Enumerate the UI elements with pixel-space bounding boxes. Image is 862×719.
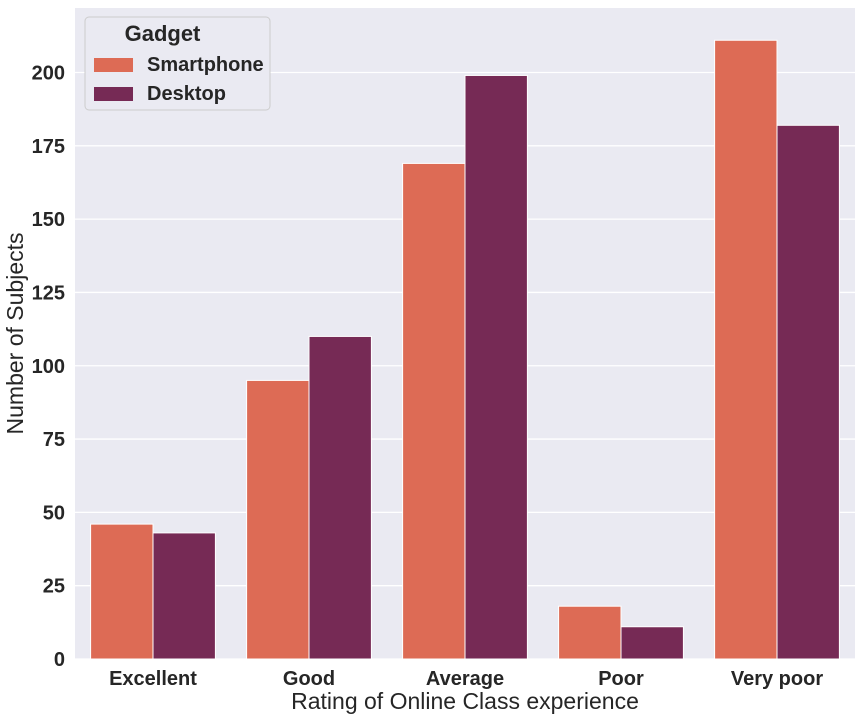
legend-swatch-smartphone <box>94 58 133 72</box>
x-tick-label: Very poor <box>731 668 823 690</box>
y-axis-title: Number of Subjects <box>2 233 28 435</box>
y-tick-label: 175 <box>32 136 65 158</box>
legend-title: Gadget <box>125 21 201 46</box>
y-tick-label: 75 <box>43 429 65 451</box>
x-tick-label: Poor <box>598 668 644 690</box>
bars <box>90 39 840 660</box>
legend-box <box>84 16 271 111</box>
x-axis-title: Rating of Online Class experience <box>291 688 639 714</box>
bar-desktop-poor <box>620 626 684 660</box>
y-tick-label: 50 <box>43 502 65 524</box>
legend: Gadget Smartphone Desktop <box>84 16 271 111</box>
x-tick-label: Average <box>426 668 504 690</box>
bar-desktop-excellent <box>152 532 216 660</box>
y-tick-label: 200 <box>32 63 65 85</box>
x-tick-label: Excellent <box>109 668 197 690</box>
y-tick-label: 0 <box>54 649 65 671</box>
legend-swatch-desktop <box>94 87 133 101</box>
bar-smartphone-poor <box>558 605 622 660</box>
bar-smartphone-very-poor <box>714 39 778 660</box>
x-tick-label: Good <box>283 668 335 690</box>
x-tick-labels: Excellent Good Average Poor Very poor <box>109 668 823 690</box>
bar-smartphone-good <box>246 379 310 660</box>
bar-desktop-very-poor <box>776 124 840 660</box>
y-tick-labels: 0 25 50 75 100 125 150 175 200 <box>32 63 65 671</box>
legend-label-desktop: Desktop <box>147 83 226 105</box>
legend-label-smartphone: Smartphone <box>147 54 264 76</box>
bar-desktop-average <box>464 74 528 660</box>
legend-items: Smartphone Desktop <box>94 54 264 105</box>
bar-smartphone-average <box>402 162 466 660</box>
y-tick-label: 150 <box>32 209 65 231</box>
y-tick-label: 25 <box>43 576 65 598</box>
y-tick-label: 100 <box>32 356 65 378</box>
bar-smartphone-excellent <box>90 523 154 660</box>
y-tick-label: 125 <box>32 282 65 304</box>
bar-desktop-good <box>308 335 372 660</box>
